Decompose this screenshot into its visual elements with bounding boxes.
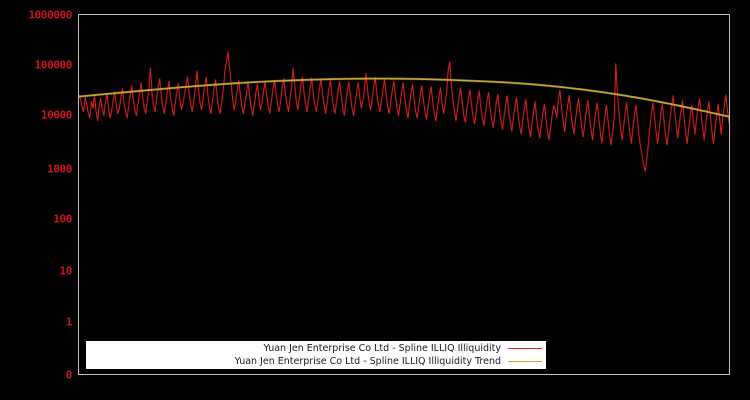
legend-entry[interactable]: Yuan Jen Enterprise Co Ltd - Spline ILLI… xyxy=(86,355,546,368)
legend-label-illiquidity: Yuan Jen Enterprise Co Ltd - Spline ILLI… xyxy=(263,343,502,354)
y-axis-tick-labels: 1000000 100000 10000 1000 100 10 1 0 xyxy=(0,0,72,400)
y-axis-tick-10000: 10000 xyxy=(40,108,73,122)
y-axis-tick-0: 0 xyxy=(65,368,73,382)
series-canvas xyxy=(79,15,729,374)
legend-swatch-illiquidity xyxy=(508,348,542,349)
legend-swatch-illiquidity-trend xyxy=(508,361,542,362)
y-axis-tick-1000000: 1000000 xyxy=(28,8,72,22)
y-axis-tick-10: 10 xyxy=(59,264,73,278)
y-axis-tick-100000: 100000 xyxy=(34,58,73,72)
chart-legend[interactable]: Yuan Jen Enterprise Co Ltd - Spline ILLI… xyxy=(86,341,546,369)
plot-area xyxy=(78,14,730,375)
legend-entry[interactable]: Yuan Jen Enterprise Co Ltd - Spline ILLI… xyxy=(86,342,546,355)
y-axis-tick-1: 1 xyxy=(65,315,73,329)
legend-label-illiquidity-trend: Yuan Jen Enterprise Co Ltd - Spline ILLI… xyxy=(234,356,501,367)
y-axis-tick-100: 100 xyxy=(53,212,72,226)
y-axis-tick-1000: 1000 xyxy=(47,162,72,176)
